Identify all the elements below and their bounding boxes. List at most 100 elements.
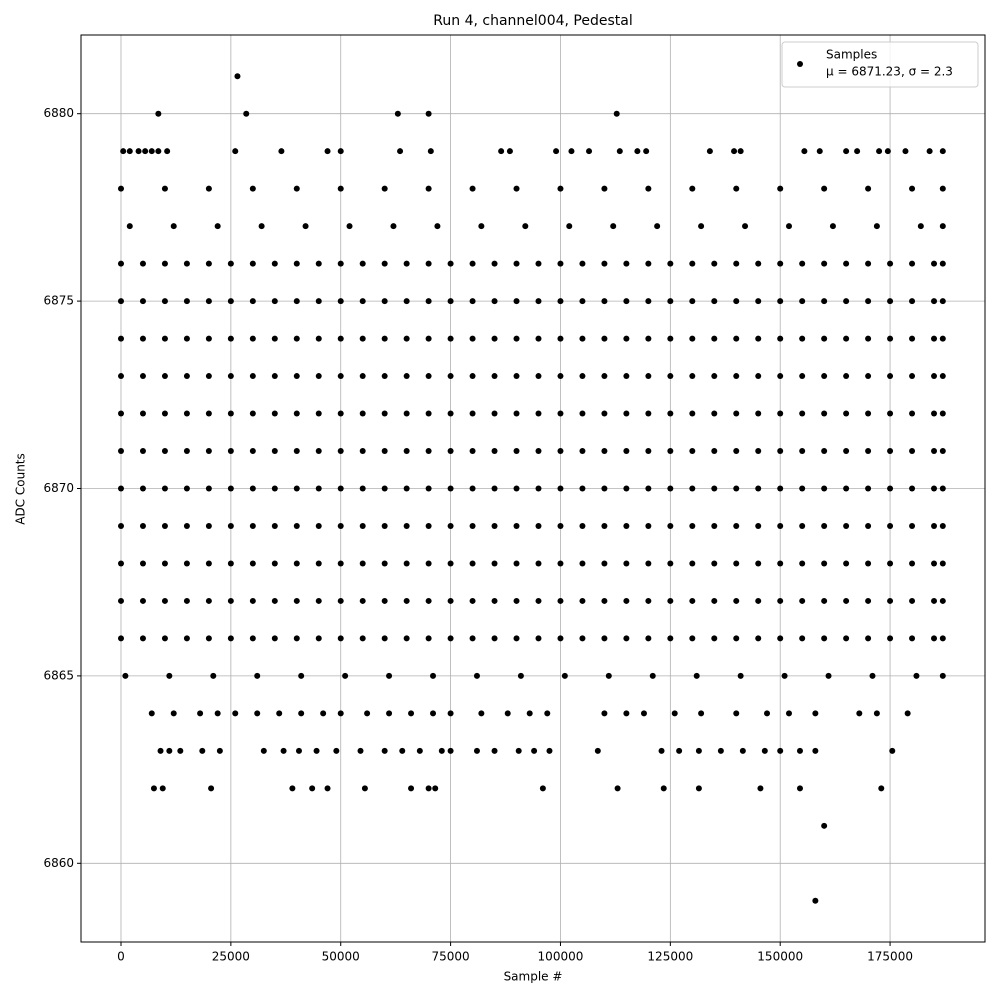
data-point bbox=[381, 560, 388, 567]
data-point bbox=[645, 335, 652, 342]
data-point bbox=[579, 410, 586, 417]
data-point bbox=[777, 410, 784, 417]
data-point bbox=[359, 485, 366, 492]
data-point bbox=[623, 710, 630, 717]
x-tick-label: 75000 bbox=[432, 950, 470, 964]
x-tick-label: 150000 bbox=[757, 950, 803, 964]
data-point bbox=[777, 485, 784, 492]
data-point bbox=[139, 522, 146, 529]
data-point bbox=[359, 597, 366, 604]
data-point bbox=[843, 560, 850, 567]
data-point bbox=[491, 485, 498, 492]
data-point bbox=[337, 373, 344, 380]
data-point bbox=[205, 335, 212, 342]
data-point bbox=[601, 410, 608, 417]
data-point bbox=[777, 260, 784, 267]
data-point bbox=[931, 448, 938, 455]
data-point bbox=[408, 710, 415, 717]
data-point bbox=[205, 448, 212, 455]
data-point bbox=[293, 635, 300, 642]
data-point bbox=[425, 110, 432, 117]
data-point bbox=[333, 747, 340, 754]
data-point bbox=[139, 597, 146, 604]
data-point bbox=[816, 148, 823, 155]
data-point bbox=[909, 485, 916, 492]
data-point bbox=[337, 560, 344, 567]
data-point bbox=[447, 710, 454, 717]
data-point bbox=[473, 672, 480, 679]
data-point bbox=[535, 335, 542, 342]
data-point bbox=[271, 260, 278, 267]
data-point bbox=[469, 635, 476, 642]
data-point bbox=[197, 710, 204, 717]
data-point bbox=[447, 485, 454, 492]
data-point bbox=[157, 747, 164, 754]
data-point bbox=[865, 410, 872, 417]
data-point bbox=[359, 635, 366, 642]
data-point bbox=[249, 635, 256, 642]
data-point bbox=[843, 260, 850, 267]
data-point bbox=[931, 260, 938, 267]
data-point bbox=[148, 148, 155, 155]
chart-title: Run 4, channel004, Pedestal bbox=[433, 13, 632, 29]
data-point bbox=[425, 485, 432, 492]
data-point bbox=[616, 148, 623, 155]
data-point bbox=[425, 448, 432, 455]
data-point bbox=[939, 485, 946, 492]
data-point bbox=[887, 597, 894, 604]
data-point bbox=[586, 148, 593, 155]
data-point bbox=[249, 335, 256, 342]
data-point bbox=[605, 672, 612, 679]
data-point bbox=[909, 260, 916, 267]
data-point bbox=[601, 298, 608, 305]
data-point bbox=[249, 560, 256, 567]
data-point bbox=[865, 522, 872, 529]
data-point bbox=[939, 260, 946, 267]
data-point bbox=[513, 448, 520, 455]
data-point bbox=[447, 410, 454, 417]
data-point bbox=[309, 785, 316, 792]
data-point bbox=[623, 485, 630, 492]
data-point bbox=[843, 485, 850, 492]
data-point bbox=[170, 710, 177, 717]
data-point bbox=[755, 635, 762, 642]
data-point bbox=[601, 485, 608, 492]
data-point bbox=[491, 635, 498, 642]
data-point bbox=[535, 298, 542, 305]
data-point bbox=[865, 260, 872, 267]
data-point bbox=[139, 298, 146, 305]
data-point bbox=[469, 335, 476, 342]
data-point bbox=[469, 597, 476, 604]
data-point bbox=[161, 448, 168, 455]
data-point bbox=[887, 635, 894, 642]
data-point bbox=[676, 747, 683, 754]
data-point bbox=[887, 373, 894, 380]
data-point bbox=[909, 298, 916, 305]
data-point bbox=[711, 448, 718, 455]
data-point bbox=[777, 448, 784, 455]
data-point bbox=[337, 485, 344, 492]
data-point bbox=[447, 522, 454, 529]
data-point bbox=[623, 410, 630, 417]
data-point bbox=[293, 335, 300, 342]
data-point bbox=[939, 560, 946, 567]
data-point bbox=[843, 635, 850, 642]
data-point bbox=[902, 148, 909, 155]
data-point bbox=[865, 560, 872, 567]
data-point bbox=[491, 448, 498, 455]
data-point bbox=[403, 298, 410, 305]
legend-label: Samples bbox=[826, 48, 877, 62]
data-point bbox=[843, 410, 850, 417]
data-point bbox=[381, 260, 388, 267]
data-point bbox=[381, 597, 388, 604]
data-point bbox=[733, 635, 740, 642]
data-point bbox=[623, 298, 630, 305]
data-point bbox=[909, 410, 916, 417]
data-point bbox=[613, 110, 620, 117]
data-point bbox=[337, 298, 344, 305]
data-point bbox=[469, 448, 476, 455]
data-point bbox=[359, 448, 366, 455]
data-point bbox=[579, 260, 586, 267]
legend-marker bbox=[797, 61, 803, 67]
